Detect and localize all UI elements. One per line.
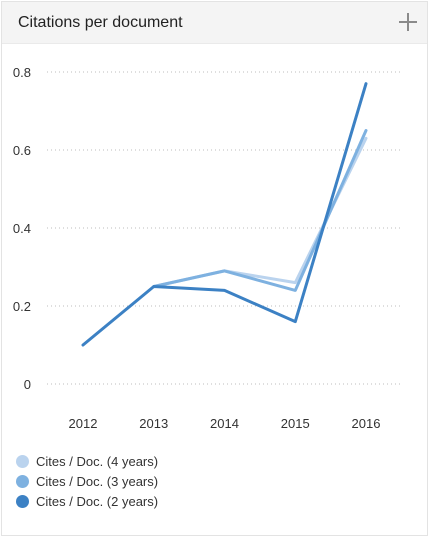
x-tick-label: 2013 [139,416,168,431]
legend-label: Cites / Doc. (2 years) [36,494,159,509]
legend-swatch [16,475,29,488]
legend-item[interactable]: Cites / Doc. (2 years) [14,492,158,512]
legend-item[interactable]: Cites / Doc. (3 years) [14,472,158,492]
chart-legend: Cites / Doc. (4 years) Cites / Doc. (3 ye… [14,452,158,512]
y-axis-ticks: 0 0.2 0.4 0.6 0.8 [13,65,31,392]
legend-label: Cites / Doc. (3 years) [36,474,159,489]
card-header: Citations per document [2,2,427,44]
y-tick-label: 0.2 [13,299,31,314]
x-tick-label: 2015 [281,416,310,431]
x-tick-label: 2016 [352,416,381,431]
series-line-2[interactable] [152,129,368,292]
x-tick-label: 2014 [210,416,239,431]
y-tick-label: 0 [24,377,31,392]
series-line-3[interactable] [81,82,368,347]
y-tick-label: 0.6 [13,143,31,158]
plus-icon[interactable] [399,13,417,31]
card-title: Citations per document [18,14,183,31]
series-lines [81,82,368,347]
y-tick-label: 0.4 [13,221,31,236]
line-chart: 0 0.2 0.4 0.6 0.8 2012 2013 2014 2015 2016 [13,65,400,431]
legend-swatch [16,455,29,468]
grid-lines [47,71,400,385]
legend-item[interactable]: Cites / Doc. (4 years) [14,452,158,472]
series-line-1[interactable] [152,136,368,288]
legend-swatch [16,495,29,508]
legend-label: Cites / Doc. (4 years) [36,454,159,469]
y-tick-label: 0.8 [13,65,31,80]
x-tick-label: 2012 [69,416,98,431]
x-axis-ticks: 2012 2013 2014 2015 2016 [69,416,381,431]
